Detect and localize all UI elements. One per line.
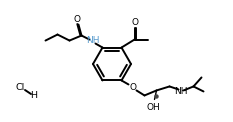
- Text: NH: NH: [174, 87, 187, 96]
- Text: Cl: Cl: [15, 83, 25, 92]
- Text: O: O: [73, 15, 80, 24]
- Text: O: O: [131, 18, 138, 27]
- Text: OH: OH: [147, 103, 160, 112]
- Text: O: O: [129, 83, 136, 92]
- Text: NH: NH: [86, 36, 99, 45]
- Text: H: H: [31, 92, 38, 101]
